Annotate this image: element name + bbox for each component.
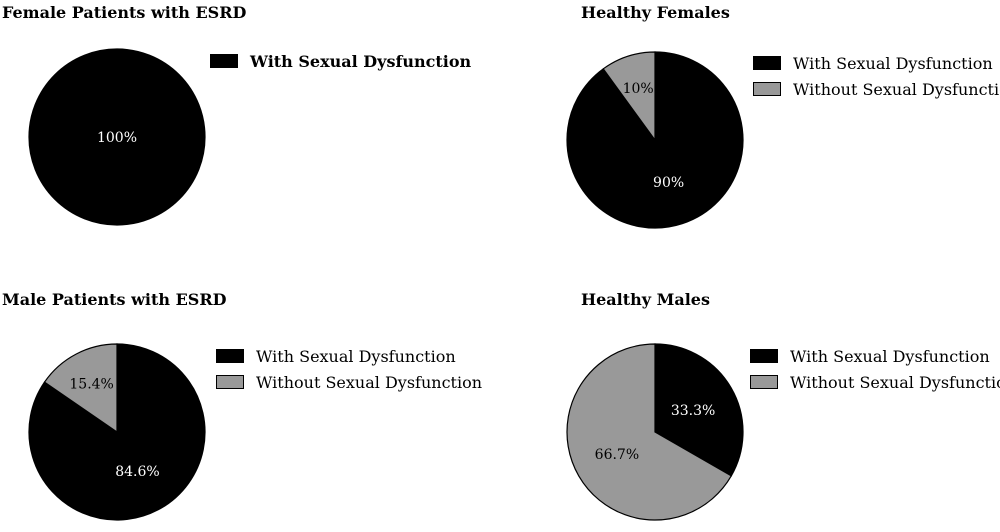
- panel-healthy-males: Healthy Males 33.3% 66.7% With Sexual Dys…: [560, 290, 1000, 522]
- panel-healthy-females: Healthy Females 90% 10% With Sexual Dysfu…: [560, 0, 1000, 260]
- legend-item-with-sexual-dysfunction: With Sexual Dysfunction: [210, 48, 471, 74]
- slice-value-label: 33.3%: [671, 403, 715, 419]
- slice-value-label: 10%: [623, 81, 654, 97]
- legend-label: With Sexual Dysfunction: [250, 51, 472, 71]
- pie-slice-with-sexual-dysfunction: [654, 343, 744, 477]
- slice-value-label: 84.6%: [115, 464, 159, 480]
- legend: With Sexual Dysfunction Without Sexual Dy…: [750, 343, 1000, 395]
- panel-male-esrd: Male Patients with ESRD 84.6% 15.4% With …: [0, 290, 500, 522]
- legend-swatch: [216, 349, 244, 363]
- slice-value-label: 90%: [653, 175, 684, 191]
- legend-item-without-sexual-dysfunction: Without Sexual Dysfunction: [216, 369, 482, 395]
- legend-label: Without Sexual Dysfunction: [793, 79, 1000, 99]
- legend-swatch: [210, 54, 238, 68]
- legend-item-without-sexual-dysfunction: Without Sexual Dysfunction: [750, 369, 1000, 395]
- legend-swatch: [750, 375, 778, 389]
- slice-value-label: 100%: [97, 130, 137, 146]
- legend-item-with-sexual-dysfunction: With Sexual Dysfunction: [753, 50, 1000, 76]
- legend-swatch: [216, 375, 244, 389]
- pie-chart: 84.6% 15.4%: [28, 343, 206, 521]
- pie-slice-without-sexual-dysfunction: [43, 343, 118, 434]
- chart-title: Male Patients with ESRD: [2, 290, 227, 309]
- pie-chart: 100%: [28, 48, 206, 226]
- slice-value-label: 15.4%: [69, 377, 113, 393]
- legend: With Sexual Dysfunction Without Sexual Dy…: [753, 50, 1000, 102]
- pie-slice-with-sexual-dysfunction: [28, 48, 206, 226]
- pie-chart: 90% 10%: [566, 51, 744, 229]
- panel-female-esrd: Female Patients with ESRD 100% With Sexu…: [0, 0, 500, 260]
- chart-title: Healthy Females: [581, 3, 730, 22]
- legend: With Sexual Dysfunction Without Sexual Dy…: [216, 343, 482, 395]
- chart-title: Healthy Males: [581, 290, 710, 309]
- legend-swatch: [753, 82, 781, 96]
- legend-swatch: [750, 349, 778, 363]
- legend: With Sexual Dysfunction: [210, 48, 471, 74]
- pie-slice-with-sexual-dysfunction: [28, 343, 206, 521]
- legend-label: With Sexual Dysfunction: [256, 346, 456, 366]
- slice-value-label: 66.7%: [595, 447, 639, 463]
- pie-chart: 33.3% 66.7%: [566, 343, 744, 521]
- legend-label: Without Sexual Dysfunction: [256, 372, 483, 392]
- legend-label: With Sexual Dysfunction: [790, 346, 990, 366]
- legend-item-without-sexual-dysfunction: Without Sexual Dysfunction: [753, 76, 1000, 102]
- legend-item-with-sexual-dysfunction: With Sexual Dysfunction: [750, 343, 1000, 369]
- legend-label: With Sexual Dysfunction: [793, 53, 993, 73]
- legend-label: Without Sexual Dysfunction: [790, 372, 1000, 392]
- legend-item-with-sexual-dysfunction: With Sexual Dysfunction: [216, 343, 482, 369]
- pie-slice-without-sexual-dysfunction: [566, 343, 733, 521]
- chart-title: Female Patients with ESRD: [2, 3, 247, 22]
- pie-slice-without-sexual-dysfunction: [602, 51, 656, 142]
- legend-swatch: [753, 56, 781, 70]
